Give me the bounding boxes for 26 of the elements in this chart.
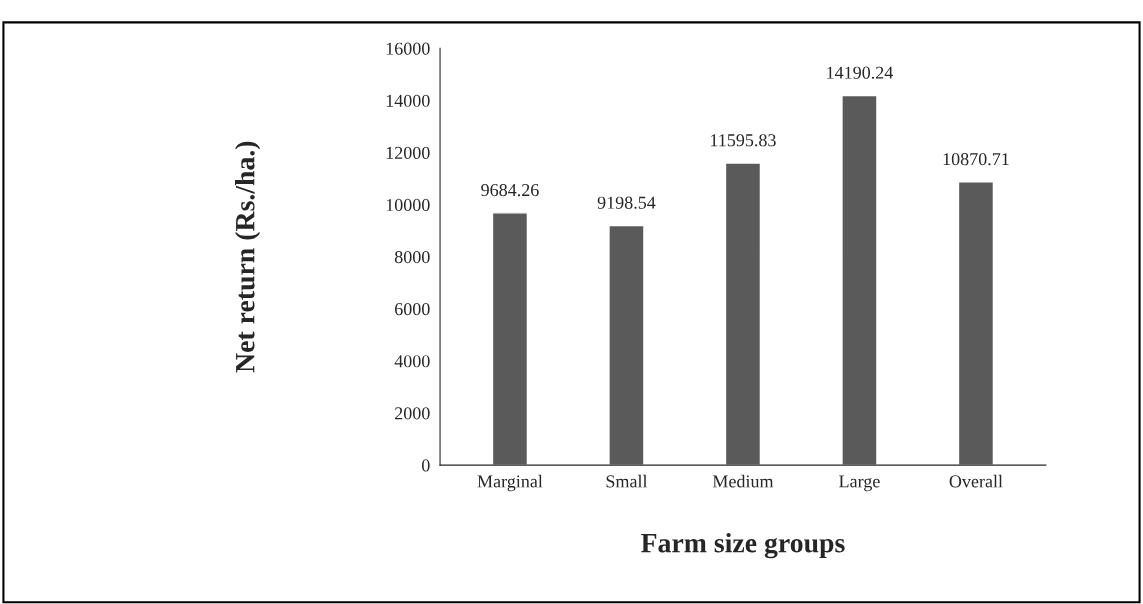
x-tick-label: Overall (949, 474, 1003, 488)
data-label: 10870.71 (943, 153, 1009, 166)
data-label: 11595.83 (711, 134, 776, 147)
y-tick-label: 8000 (394, 250, 430, 264)
x-tick-label: Marginal (477, 474, 543, 492)
x-tick-label: Small (606, 474, 648, 488)
y-tick-label: 6000 (395, 303, 430, 316)
y-tick-label: 10000 (386, 198, 430, 212)
data-label: 9198.54 (597, 196, 656, 209)
y-tick-label: 12000 (386, 146, 430, 159)
x-axis-title: Farm size groups (641, 532, 845, 559)
y-tick-label: 14000 (386, 94, 430, 107)
bar (608, 224, 645, 466)
data-label: 14190.24 (827, 66, 894, 79)
y-tick-label: 16000 (386, 42, 430, 55)
data-label: 9684.26 (481, 183, 539, 197)
y-axis-title: Net return (Rs./ha.) (235, 141, 261, 373)
y-tick-label: 0 (421, 459, 430, 472)
x-tick-label: Large (839, 475, 880, 492)
bar (724, 162, 762, 466)
bar (957, 181, 995, 466)
y-tick-label: 4000 (394, 355, 430, 368)
bar (841, 94, 878, 466)
x-tick-label: Medium (712, 474, 774, 488)
y-tick-label: 2000 (395, 407, 430, 420)
bar (491, 212, 529, 466)
